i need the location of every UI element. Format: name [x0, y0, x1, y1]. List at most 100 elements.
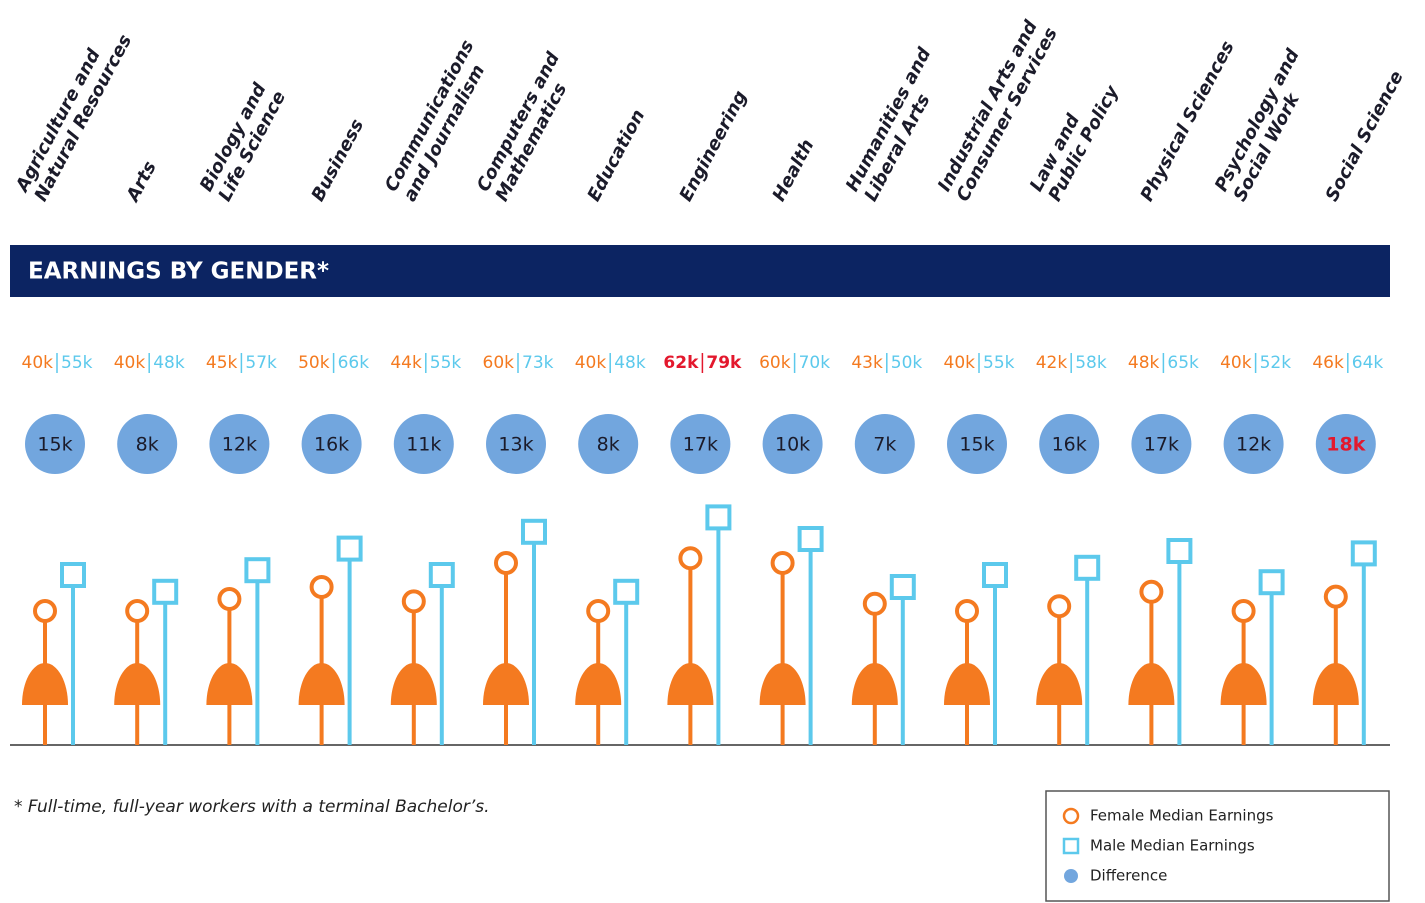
female-earnings-label: 60k — [483, 353, 515, 373]
legend-label: Male Median Earnings — [1090, 837, 1255, 855]
difference-bubble — [1131, 414, 1192, 474]
difference-label: 7k — [873, 434, 896, 456]
female-marker — [1231, 599, 1256, 623]
legend-female-swatch — [1062, 807, 1080, 825]
female-body — [298, 663, 345, 705]
female-earnings-label: 42k — [1036, 353, 1068, 373]
female-body — [667, 663, 714, 705]
female-earnings-label: 46k — [1312, 353, 1344, 373]
female-body — [759, 663, 806, 705]
difference-label: 17k — [1144, 434, 1179, 456]
male-marker — [613, 578, 640, 605]
difference-label: 15k — [959, 434, 994, 456]
difference-bubble — [578, 414, 639, 474]
male-earnings-label: 58k — [1075, 353, 1107, 373]
male-earnings-label: 55k — [430, 353, 462, 373]
female-earnings-label: 40k — [944, 353, 976, 373]
difference-label: 8k — [597, 434, 620, 456]
chart-title: EARNINGS BY GENDER* — [28, 259, 329, 285]
female-body — [1128, 663, 1175, 705]
difference-label: 18k — [1326, 434, 1365, 456]
male-earnings-label: 52k — [1260, 353, 1292, 373]
difference-bubble — [393, 414, 454, 474]
male-earnings-label: 55k — [61, 353, 93, 373]
female-earnings-label: 40k — [114, 353, 146, 373]
male-earnings-label: 66k — [338, 353, 370, 373]
male-earnings-label: 70k — [799, 353, 831, 373]
female-marker — [125, 599, 150, 623]
difference-bubble — [486, 414, 546, 474]
legend-difference-swatch — [1064, 869, 1078, 883]
male-marker — [336, 535, 363, 562]
difference-label: 16k — [314, 434, 349, 456]
male-earnings-label: 48k — [614, 353, 646, 373]
female-body — [390, 663, 437, 705]
female-marker — [862, 591, 887, 616]
male-earnings-label: 64k — [1352, 353, 1384, 373]
difference-label: 13k — [498, 434, 533, 456]
male-marker — [152, 578, 179, 605]
male-earnings-label: 65k — [1167, 353, 1199, 373]
female-body — [944, 663, 990, 705]
female-earnings-label: 62k — [663, 353, 699, 373]
difference-label: 16k — [1052, 434, 1087, 456]
female-marker — [1139, 579, 1164, 604]
female-body — [575, 663, 622, 705]
difference-bubble — [1315, 414, 1376, 474]
female-marker — [217, 587, 242, 611]
difference-label: 8k — [136, 434, 159, 456]
difference-bubble — [209, 414, 270, 474]
title-bar — [10, 245, 1390, 297]
female-body — [1220, 663, 1267, 705]
male-marker — [244, 557, 271, 584]
male-marker — [982, 562, 1008, 588]
female-earnings-label: 60k — [759, 353, 791, 373]
female-marker — [1323, 584, 1348, 609]
difference-bubble — [301, 414, 362, 474]
female-body — [22, 663, 68, 705]
male-marker — [60, 562, 86, 588]
difference-label: 17k — [683, 434, 718, 456]
female-earnings-label: 40k — [1220, 353, 1252, 373]
female-earnings-label: 43k — [851, 353, 883, 373]
legend-label: Difference — [1090, 867, 1167, 885]
female-earnings-label: 40k — [575, 353, 607, 373]
male-earnings-label: 73k — [522, 353, 554, 373]
female-earnings-label: 48k — [1128, 353, 1160, 373]
difference-label: 10k — [775, 434, 810, 456]
legend-box — [1045, 790, 1390, 902]
male-marker — [705, 504, 732, 531]
difference-bubble — [854, 414, 915, 474]
female-earnings-label: 44k — [390, 353, 422, 373]
difference-label: 11k — [406, 434, 441, 456]
male-earnings-label: 48k — [153, 353, 185, 373]
female-marker — [770, 551, 795, 575]
legend-label: Female Median Earnings — [1090, 807, 1274, 825]
male-earnings-label: 55k — [983, 353, 1015, 373]
female-marker — [33, 599, 57, 623]
male-marker — [1350, 540, 1377, 567]
footnote: * Full-time, full-year workers with a te… — [14, 797, 490, 817]
female-marker — [494, 551, 518, 575]
female-marker — [401, 589, 426, 614]
difference-label: 12k — [222, 434, 257, 456]
male-earnings-label: 50k — [891, 353, 923, 373]
male-marker — [797, 526, 824, 552]
difference-label: 15k — [37, 434, 72, 456]
female-body — [1036, 663, 1083, 705]
difference-label: 12k — [1236, 434, 1271, 456]
difference-bubble — [947, 414, 1007, 474]
female-body — [483, 663, 529, 705]
male-marker — [889, 574, 916, 600]
difference-bubble — [762, 414, 823, 474]
female-marker — [586, 599, 611, 623]
male-earnings-label: 79k — [706, 353, 742, 373]
difference-bubble — [670, 414, 731, 474]
male-marker — [1074, 554, 1101, 581]
female-body — [1312, 663, 1359, 705]
male-marker — [521, 518, 547, 545]
female-body — [851, 663, 898, 705]
male-marker — [1166, 538, 1193, 564]
